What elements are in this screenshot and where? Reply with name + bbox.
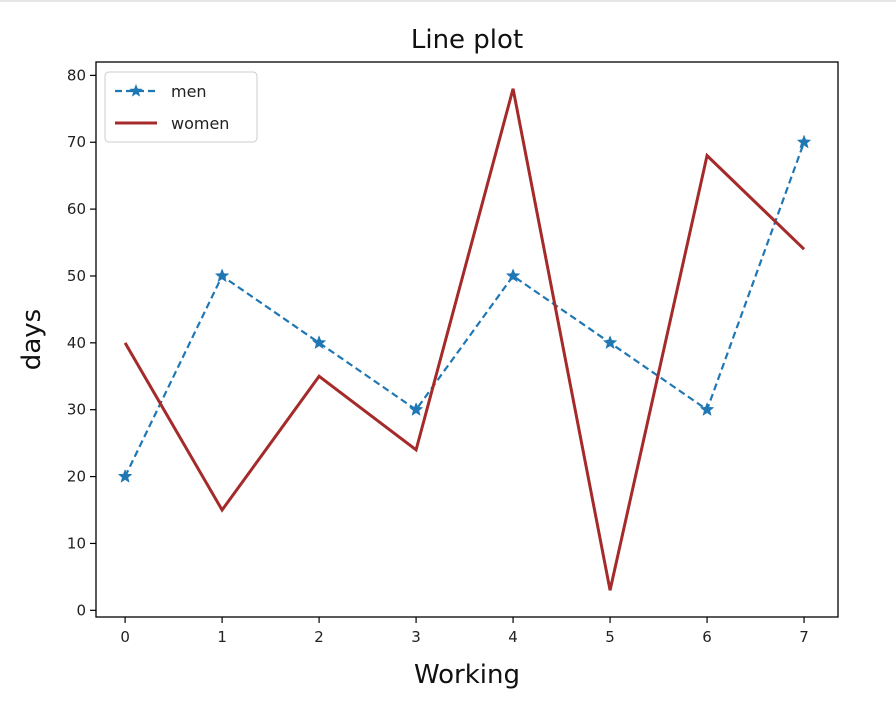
series-line-women bbox=[123, 88, 806, 591]
series-layer bbox=[117, 88, 812, 591]
data-point-men-4 bbox=[505, 268, 521, 283]
data-point-men-6 bbox=[699, 402, 715, 416]
x-tick-label: 6 bbox=[702, 628, 712, 646]
legend-marker-men bbox=[129, 84, 143, 97]
x-tick-label: 7 bbox=[799, 628, 809, 646]
x-tick-label: 1 bbox=[217, 628, 227, 646]
x-tick-label: 4 bbox=[508, 628, 518, 646]
x-axis-title: Working bbox=[414, 660, 520, 690]
top-divider bbox=[0, 0, 896, 2]
y-tick-label: 30 bbox=[67, 401, 86, 419]
y-tick-label: 80 bbox=[67, 66, 86, 84]
x-tick-label: 5 bbox=[605, 628, 615, 646]
data-point-men-1 bbox=[214, 268, 230, 283]
legend: men women bbox=[104, 71, 258, 143]
plot-frame bbox=[95, 61, 839, 618]
y-tick-label: 10 bbox=[67, 534, 86, 552]
data-point-men-3 bbox=[408, 402, 424, 416]
y-tick-label: 20 bbox=[67, 468, 86, 486]
y-tick-label: 0 bbox=[76, 601, 86, 619]
x-tick-label: 3 bbox=[411, 628, 421, 646]
y-tick-label: 50 bbox=[67, 267, 86, 285]
axes-layer bbox=[95, 61, 839, 618]
chart-title: Line plot bbox=[411, 25, 523, 55]
x-tick-label: 2 bbox=[314, 628, 324, 646]
data-point-men-5 bbox=[602, 335, 618, 350]
data-point-men-7 bbox=[796, 134, 812, 149]
y-tick-label: 40 bbox=[67, 334, 86, 352]
y-tick-label: 70 bbox=[67, 133, 86, 151]
legend-label-women: women bbox=[171, 114, 229, 133]
y-tick-label: 60 bbox=[67, 200, 86, 218]
data-point-men-2 bbox=[311, 335, 327, 350]
series-line-men bbox=[124, 141, 806, 478]
legend-label-men: men bbox=[171, 82, 207, 101]
x-tick-label: 0 bbox=[120, 628, 130, 646]
y-axis-title: days bbox=[17, 309, 47, 370]
data-point-men-0 bbox=[117, 468, 133, 483]
